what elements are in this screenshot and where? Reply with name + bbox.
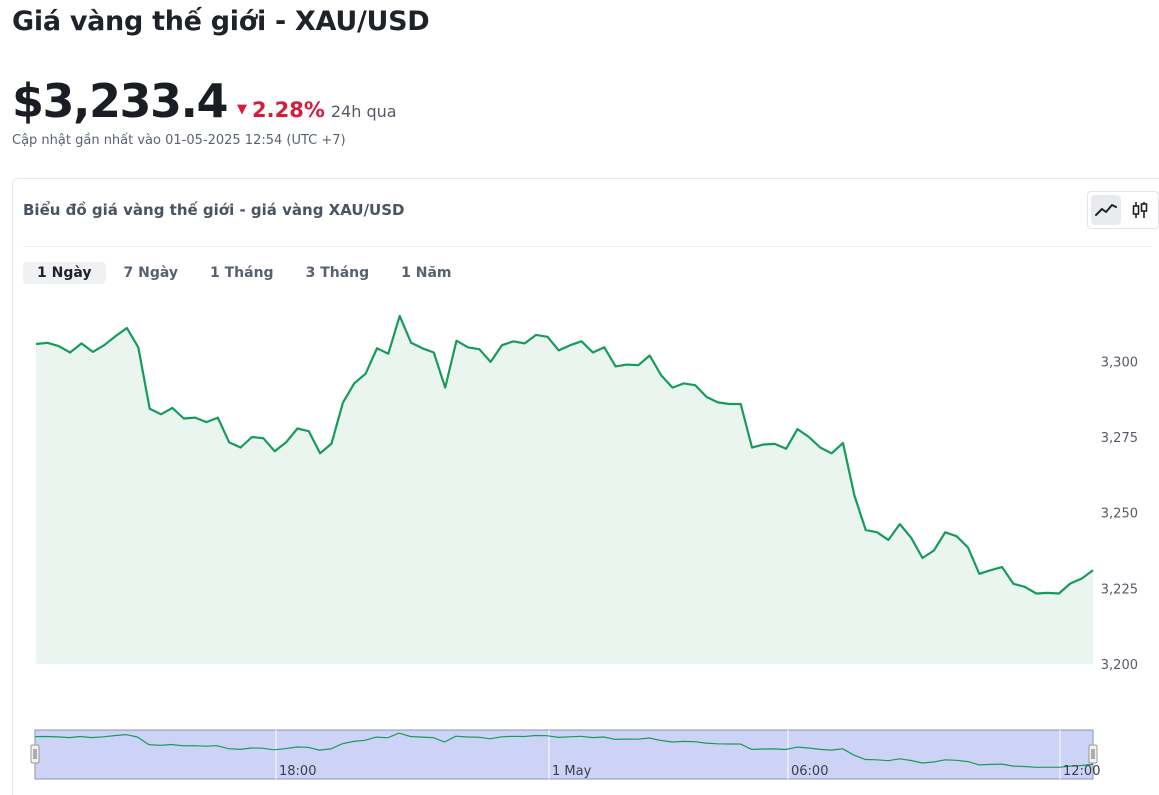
candlestick-icon — [1132, 202, 1148, 218]
change-percent: 2.28% — [252, 98, 325, 122]
last-updated: Cập nhật gần nhất vào 01-05-2025 12:54 (… — [12, 133, 346, 148]
chart-type-toggle — [1087, 191, 1159, 229]
tab-1-month[interactable]: 1 Tháng — [210, 265, 274, 281]
chart-card: Biểu đồ giá vàng thế giới - giá vàng XAU… — [12, 178, 1159, 795]
handle-body[interactable] — [1088, 744, 1098, 764]
chart-card-title: Biểu đồ giá vàng thế giới - giá vàng XAU… — [23, 201, 405, 219]
card-divider — [23, 246, 1151, 247]
navigator-left-handle[interactable] — [30, 744, 40, 764]
page-title: Giá vàng thế giới - XAU/USD — [12, 6, 430, 37]
navigator-right-handle[interactable] — [1088, 744, 1098, 764]
down-triangle-icon: ▼ — [237, 102, 247, 117]
handle-body[interactable] — [30, 744, 40, 764]
line-chart-icon — [1095, 204, 1117, 216]
change-period: 24h qua — [330, 102, 397, 121]
line-chart-button[interactable] — [1091, 195, 1121, 225]
candlestick-chart-button[interactable] — [1125, 195, 1155, 225]
tab-7-days[interactable]: 7 Ngày — [123, 265, 179, 281]
tab-1-year[interactable]: 1 Năm — [401, 265, 452, 281]
range-tabs: 1 Ngày 7 Ngày 1 Tháng 3 Tháng 1 Năm — [23, 262, 466, 284]
price-row: $3,233.4 ▼ 2.28% 24h qua — [12, 74, 397, 128]
price-change: ▼ 2.28% 24h qua — [237, 98, 397, 122]
tab-3-months[interactable]: 3 Tháng — [305, 265, 370, 281]
current-price: $3,233.4 — [12, 74, 229, 128]
tab-1-day[interactable]: 1 Ngày — [23, 262, 106, 284]
